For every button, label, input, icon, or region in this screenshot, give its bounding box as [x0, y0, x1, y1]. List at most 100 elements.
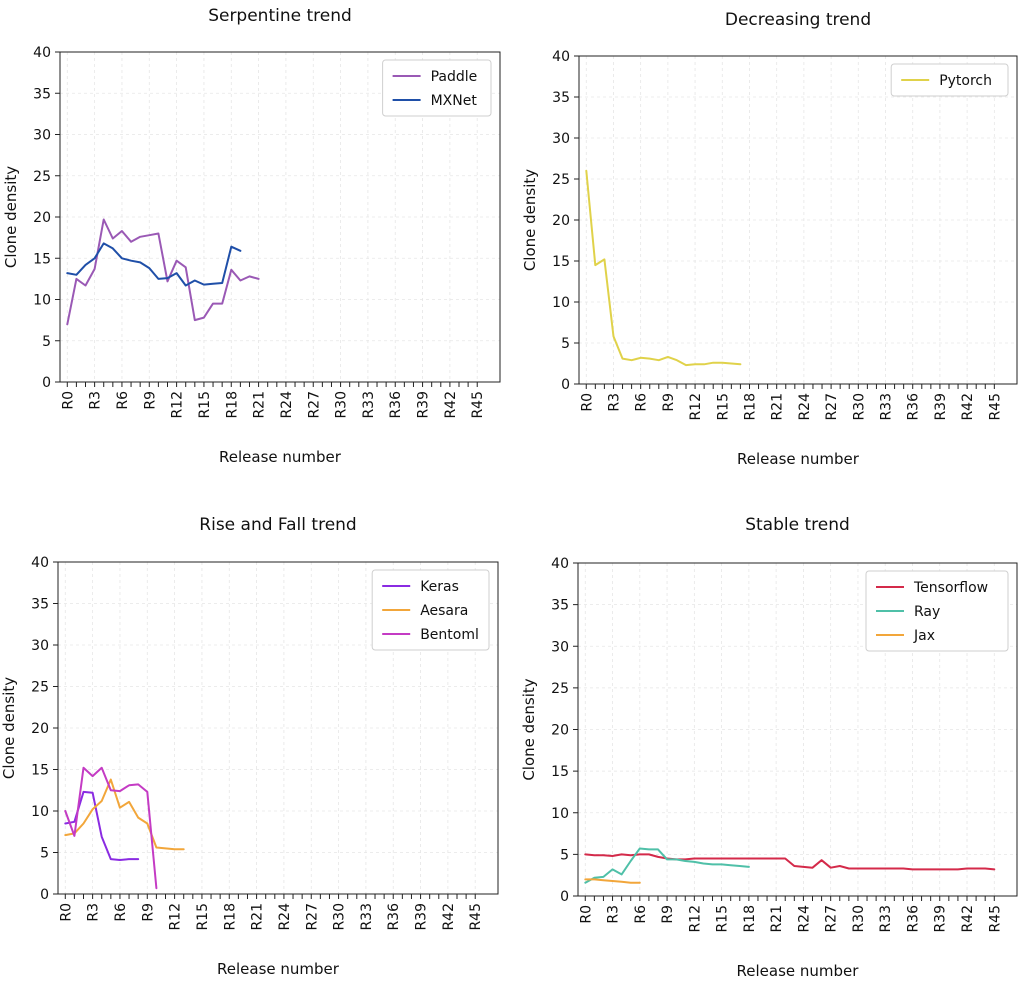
x-tick-label: R33	[361, 391, 377, 419]
x-tick-label: R0	[58, 903, 74, 922]
x-tick-label: R24	[279, 391, 295, 419]
x-tick-label: R21	[250, 903, 266, 931]
y-tick-label: 5	[561, 336, 570, 352]
legend: Tensorflow Ray Jax	[865, 570, 1009, 652]
series-line-bentoml	[64, 766, 158, 890]
legend: Paddle MXNet	[382, 59, 492, 117]
x-tick-label: R36	[906, 393, 922, 421]
legend-label: Bentoml	[420, 627, 479, 643]
x-axis-label: Release number	[217, 960, 340, 978]
x-tick-label: R9	[660, 905, 676, 924]
legend-label: Jax	[913, 628, 935, 644]
series-line-tensorflow	[584, 853, 996, 871]
x-tick-label: R6	[634, 393, 650, 412]
y-tick-label: 0	[42, 375, 51, 391]
x-tick-label: R30	[851, 393, 867, 421]
x-tick-label: R39	[933, 393, 949, 421]
x-tick-label: R3	[88, 391, 104, 410]
x-tick-label: R18	[742, 905, 758, 933]
x-tick-label: R9	[661, 393, 677, 412]
y-tick-label: 15	[551, 764, 569, 780]
y-tick-label: 25	[552, 172, 570, 188]
y-tick-label: 5	[42, 334, 51, 350]
y-tick-label: 35	[31, 597, 49, 613]
legend-label: Pytorch	[939, 73, 992, 89]
x-tick-label: R39	[933, 905, 949, 933]
x-tick-label: R3	[606, 905, 622, 924]
y-tick-label: 40	[552, 49, 570, 65]
x-tick-label: R27	[304, 903, 320, 931]
chart-title: Decreasing trend	[725, 10, 871, 30]
x-tick-label: R15	[715, 393, 731, 421]
x-tick-label: R27	[306, 391, 322, 419]
y-tick-label: 10	[33, 293, 51, 309]
y-tick-label: 0	[40, 887, 49, 903]
y-tick-label: 20	[551, 723, 569, 739]
y-tick-label: 40	[31, 555, 49, 571]
y-tick-label: 10	[31, 804, 49, 820]
chart-title: Stable trend	[745, 515, 850, 535]
x-tick-label: R9	[142, 391, 158, 410]
y-tick-label: 15	[31, 763, 49, 779]
x-axis-label: Release number	[219, 448, 342, 466]
x-tick-label: R36	[905, 905, 921, 933]
x-tick-label: R33	[359, 903, 375, 931]
x-tick-label: R39	[416, 391, 432, 419]
y-tick-label: 25	[551, 681, 569, 697]
x-tick-label: R33	[878, 905, 894, 933]
x-tick-label: R45	[468, 903, 484, 931]
chart-title: Rise and Fall trend	[199, 515, 356, 535]
x-tick-label: R6	[113, 903, 129, 922]
y-axis-label: Clone density	[0, 677, 18, 779]
x-tick-label: R42	[443, 391, 459, 419]
y-tick-label: 35	[552, 90, 570, 106]
x-tick-label: R30	[332, 903, 348, 931]
y-tick-label: 30	[552, 131, 570, 147]
y-tick-label: 20	[552, 213, 570, 229]
legend-label: Tensorflow	[913, 580, 988, 596]
x-tick-label: R21	[770, 393, 786, 421]
y-tick-label: 25	[31, 680, 49, 696]
y-tick-label: 0	[561, 377, 570, 393]
y-tick-label: 30	[31, 638, 49, 654]
y-tick-label: 5	[40, 846, 49, 862]
x-tick-label: R6	[633, 905, 649, 924]
series-line-ray	[584, 847, 750, 884]
x-tick-label: R9	[140, 903, 156, 922]
x-axis-label: Release number	[737, 450, 860, 468]
legend-box	[890, 63, 1009, 97]
y-tick-label: 35	[551, 598, 569, 614]
legend: Pytorch	[890, 63, 1009, 97]
y-axis-label: Clone density	[2, 166, 20, 268]
x-tick-label: R45	[987, 905, 1003, 933]
y-tick-label: 0	[560, 889, 569, 905]
x-tick-label: R27	[824, 905, 840, 933]
y-tick-label: 20	[33, 210, 51, 226]
chart-panel-4: Stable trend 0 5 10 15 20 25 30 35 40 R0 R3 R6 R9 R12 R…	[520, 515, 1018, 980]
x-tick-label: R18	[222, 903, 238, 931]
legend-label: Keras	[420, 579, 459, 595]
x-tick-label: R18	[742, 393, 758, 421]
y-tick-label: 10	[552, 295, 570, 311]
y-tick-label: 40	[33, 45, 51, 61]
y-tick-label: 30	[33, 128, 51, 144]
y-tick-label: 30	[551, 639, 569, 655]
x-tick-label: R27	[824, 393, 840, 421]
x-tick-label: R30	[851, 905, 867, 933]
x-tick-label: R42	[960, 393, 976, 421]
x-tick-label: R36	[388, 391, 404, 419]
x-tick-label: R12	[688, 393, 704, 421]
x-tick-label: R15	[715, 905, 731, 933]
y-tick-label: 10	[551, 806, 569, 822]
x-tick-label: R42	[960, 905, 976, 933]
x-tick-label: R45	[987, 393, 1003, 421]
x-tick-label: R3	[86, 903, 102, 922]
legend-label: MXNet	[431, 93, 478, 109]
y-tick-label: 35	[33, 86, 51, 102]
x-tick-label: R0	[578, 905, 594, 924]
x-tick-label: R24	[277, 903, 293, 931]
chart-panel-1: Serpentine trend 0 5 10 15 20 25 30 35 40 R0 R3 R6 R9…	[2, 6, 501, 466]
series-line-jax	[584, 878, 641, 884]
y-tick-label: 20	[31, 721, 49, 737]
x-tick-label: R24	[796, 905, 812, 933]
